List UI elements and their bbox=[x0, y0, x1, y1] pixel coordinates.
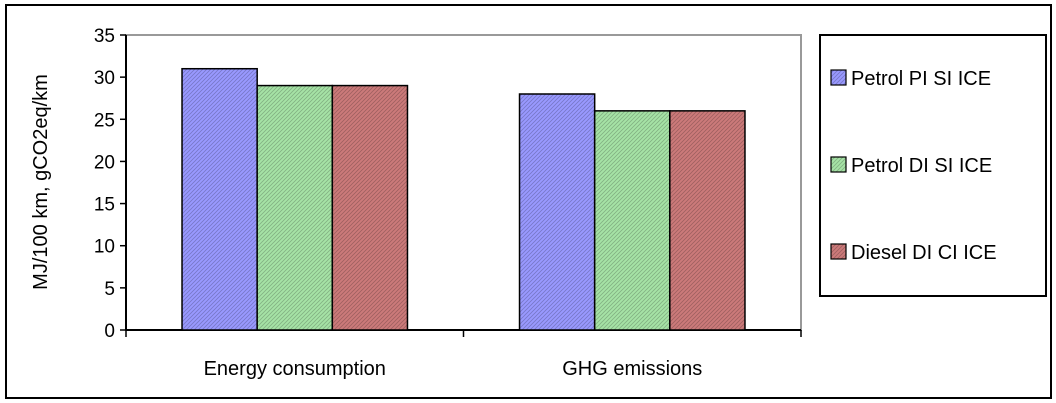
bar-outline bbox=[593, 110, 671, 331]
y-tick-label: 5 bbox=[104, 279, 115, 300]
y-tick-label: 30 bbox=[94, 68, 115, 89]
legend-swatch-outline bbox=[830, 243, 847, 260]
y-axis-title: MJ/100 km, gCO2eq/km bbox=[30, 74, 52, 290]
y-tick-label: 25 bbox=[94, 110, 115, 131]
legend-swatch-outline bbox=[830, 69, 847, 86]
bar-outline bbox=[518, 93, 596, 331]
y-tick-label: 0 bbox=[104, 321, 115, 342]
legend-label: Petrol DI SI ICE bbox=[851, 155, 992, 177]
y-tick-label: 10 bbox=[94, 237, 115, 258]
legend-label: Diesel DI CI ICE bbox=[851, 242, 997, 264]
bar-outline bbox=[331, 84, 409, 331]
x-category-label: Energy consumption bbox=[204, 358, 386, 380]
x-category-label: GHG emissions bbox=[562, 358, 702, 380]
bar-outline bbox=[669, 110, 746, 331]
legend-swatch-outline bbox=[830, 156, 847, 173]
y-tick-label: 15 bbox=[94, 195, 115, 216]
y-axis: 0 5 10 15 20 25 30 35 bbox=[94, 26, 127, 342]
bar-outline bbox=[256, 84, 334, 331]
y-tick-label: 20 bbox=[94, 152, 115, 173]
legend: Petrol PI SI ICE Petrol DI SI ICE Diesel D… bbox=[830, 68, 997, 264]
legend-box bbox=[819, 34, 1047, 297]
bar-outline bbox=[181, 67, 258, 331]
legend-label: Petrol PI SI ICE bbox=[851, 68, 991, 90]
bars-group bbox=[181, 67, 746, 331]
y-tick-label: 35 bbox=[94, 26, 115, 47]
